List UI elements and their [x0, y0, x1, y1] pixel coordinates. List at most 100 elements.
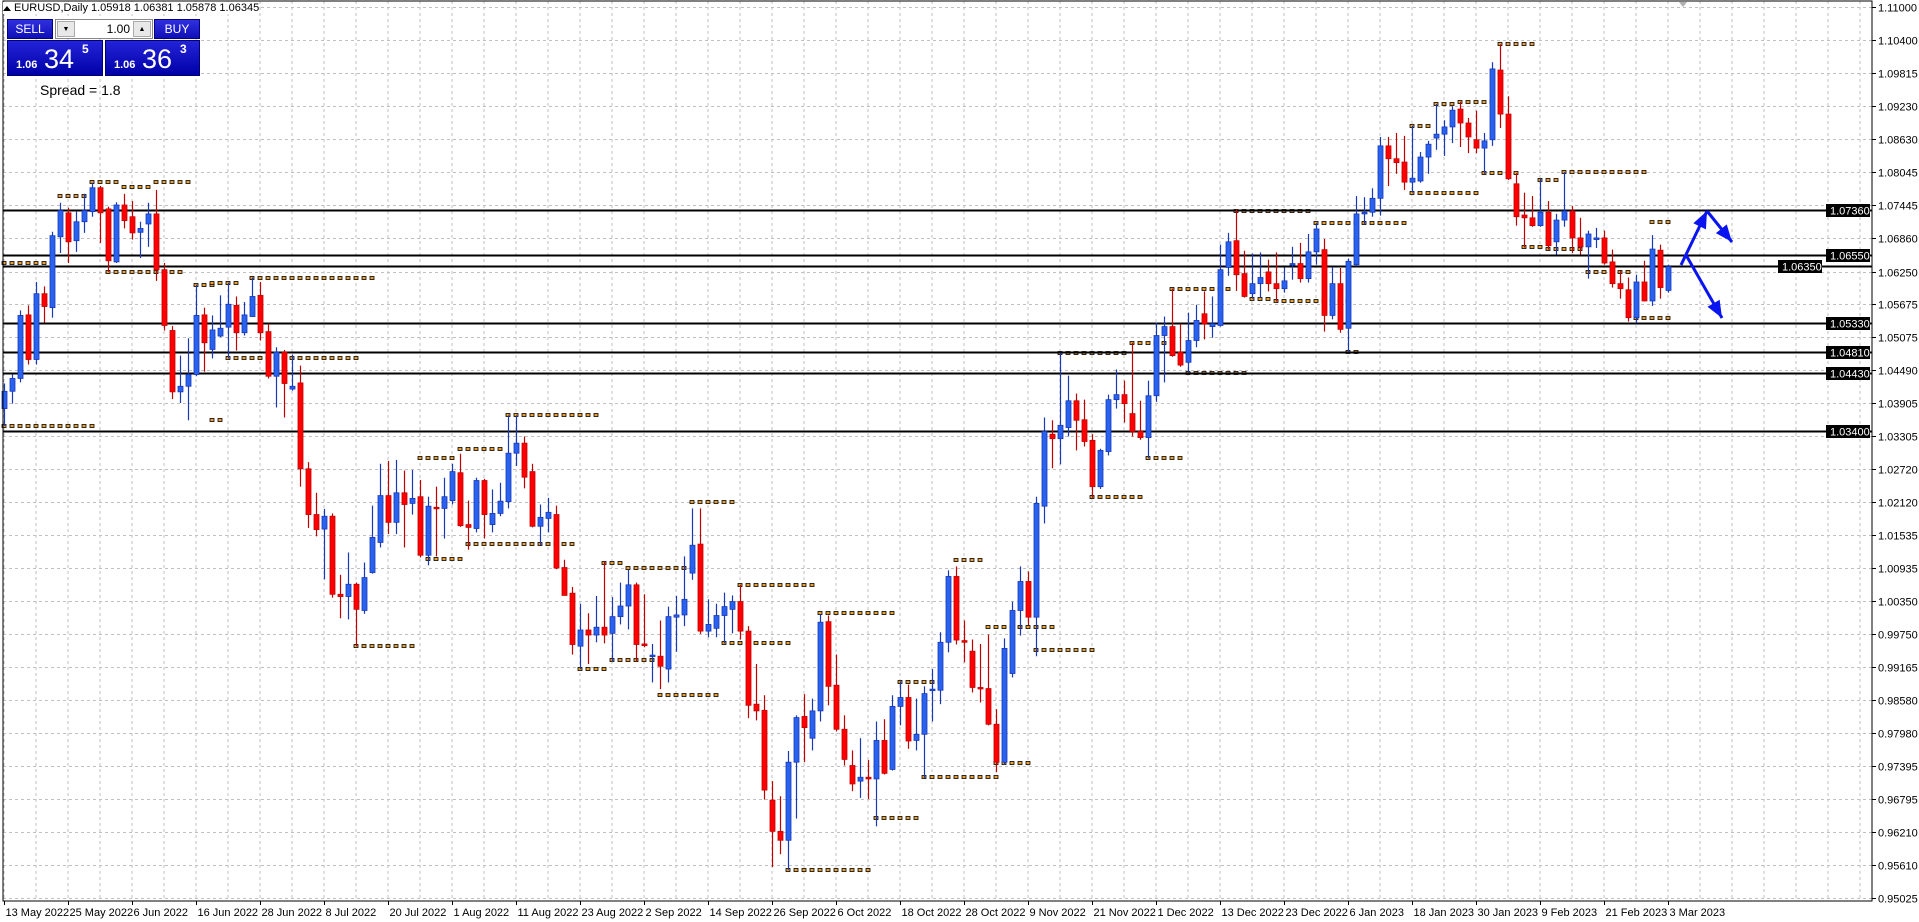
- bull-candle: [49, 231, 56, 318]
- bear-candle: [41, 286, 48, 323]
- fractal-dot: [137, 185, 143, 189]
- fractal-dot: [1401, 221, 1407, 225]
- fractal-dot: [1449, 191, 1455, 195]
- candle-body: [1393, 158, 1400, 164]
- fractal-dot: [513, 542, 519, 546]
- fractal-dot: [553, 413, 559, 417]
- bear-candle: [1297, 242, 1304, 283]
- price-axis[interactable]: 1.11000 1.10400 1.09815 1.09230 1.08630 1.080…: [1872, 3, 1918, 906]
- fractal-dot: [753, 641, 759, 645]
- candle-body: [585, 629, 592, 636]
- candle-body: [849, 765, 856, 785]
- fractal-dot: [1081, 648, 1087, 652]
- fractal-level: [353, 644, 415, 648]
- fractal-dot: [1385, 221, 1391, 225]
- fractal-dot: [1001, 625, 1007, 629]
- fractal-dot: [265, 276, 271, 280]
- fractal-dot: [233, 356, 239, 360]
- fractal-dot: [329, 356, 335, 360]
- fractal-dot: [1209, 287, 1215, 291]
- bear-candle: [801, 694, 808, 763]
- fractal-dot: [785, 583, 791, 587]
- fractal-dot: [33, 424, 39, 428]
- candle-body: [1521, 214, 1528, 219]
- fractal-dot: [185, 180, 191, 184]
- forecast-arrows[interactable]: [1679, 210, 1734, 319]
- candle-body: [1537, 211, 1544, 227]
- fractal-dot: [249, 356, 255, 360]
- fractal-dot: [345, 276, 351, 280]
- candle-body: [569, 592, 576, 645]
- level-price-labels: 1.07360 1.06550 1.06350 1.05330 1.04810 1.044…: [1778, 204, 1870, 439]
- price-tick-label: 1.11000: [1878, 3, 1917, 15]
- bull-candle: [177, 355, 184, 403]
- fractal-dot: [209, 281, 215, 285]
- bear-candle: [265, 323, 272, 379]
- fractal-dot: [977, 558, 983, 562]
- candle-body: [1289, 263, 1296, 266]
- fractal-dot: [1225, 287, 1231, 291]
- bear-candle: [233, 296, 240, 351]
- candle-body: [369, 537, 376, 573]
- pullback-arrow[interactable]: [1705, 210, 1734, 243]
- candle-body: [1017, 581, 1024, 611]
- sell-button[interactable]: SELL: [7, 19, 53, 39]
- fractal-dot: [745, 583, 751, 587]
- time-tick-label: 14 Sep 2022: [710, 907, 772, 919]
- buy-price-button[interactable]: 1.06 36 3: [105, 40, 200, 76]
- bull-candle: [225, 282, 232, 359]
- bull-candle: [665, 606, 672, 683]
- candle-body: [1113, 394, 1120, 401]
- lot-size-input[interactable]: 1.00: [106, 22, 130, 36]
- triangle-down-icon[interactable]: ▼: [57, 21, 75, 37]
- fractal-dot: [1097, 495, 1103, 499]
- fractal-dot: [273, 276, 279, 280]
- bull-candle: [705, 599, 712, 638]
- bear-candle: [1617, 270, 1624, 299]
- horizontal-levels[interactable]: [3, 209, 1872, 433]
- bear-candle: [657, 620, 664, 690]
- fractal-dot: [1009, 761, 1015, 765]
- fractal-dot: [321, 276, 327, 280]
- fractal-dot: [1121, 495, 1127, 499]
- candle-body: [1465, 122, 1472, 138]
- fractal-dot: [801, 868, 807, 872]
- fractal-dot: [777, 641, 783, 645]
- bear-candle: [641, 594, 648, 648]
- chart-shift-marker-icon[interactable]: [1679, 2, 1687, 7]
- fractal-dot: [337, 356, 343, 360]
- fractal-dot: [769, 583, 775, 587]
- triangle-up-icon[interactable]: [3, 5, 11, 11]
- bull-candle: [857, 738, 864, 798]
- candle-body: [1137, 431, 1144, 438]
- fractal-dot: [961, 558, 967, 562]
- buy-button[interactable]: BUY: [154, 19, 200, 39]
- candle-body: [481, 480, 488, 515]
- lot-size-stepper[interactable]: ▼ 1.00 ▲: [55, 19, 153, 39]
- fractal-dot: [281, 276, 287, 280]
- time-axis[interactable]: 13 May 2022 25 May 2022 6 Jun 2022 16 Jun 2…: [4, 901, 1726, 919]
- fractal-dot: [993, 625, 999, 629]
- fractal-dot: [1305, 299, 1311, 303]
- fractal-dot: [505, 542, 511, 546]
- candle-body: [145, 213, 152, 225]
- sell-price-button[interactable]: 1.06 34 5: [7, 40, 103, 76]
- fractal-dot: [817, 868, 823, 872]
- candle-body: [1433, 133, 1440, 139]
- bear-candle: [401, 470, 408, 548]
- bear-candle: [905, 684, 912, 749]
- candle-body: [1657, 249, 1664, 288]
- candle-body: [329, 515, 336, 595]
- bear-candle: [1081, 399, 1088, 447]
- fractal-dot: [57, 424, 63, 428]
- price-tick-label: 0.97980: [1878, 729, 1918, 741]
- down-scenario-arrow[interactable]: [1684, 254, 1724, 319]
- bull-candle: [1001, 638, 1008, 765]
- bull-candle: [681, 556, 688, 627]
- fractal-dot: [153, 180, 159, 184]
- bull-candle: [1017, 566, 1024, 636]
- candle-body: [1361, 211, 1368, 215]
- triangle-up-icon[interactable]: ▲: [133, 21, 151, 37]
- fractal-dot: [297, 276, 303, 280]
